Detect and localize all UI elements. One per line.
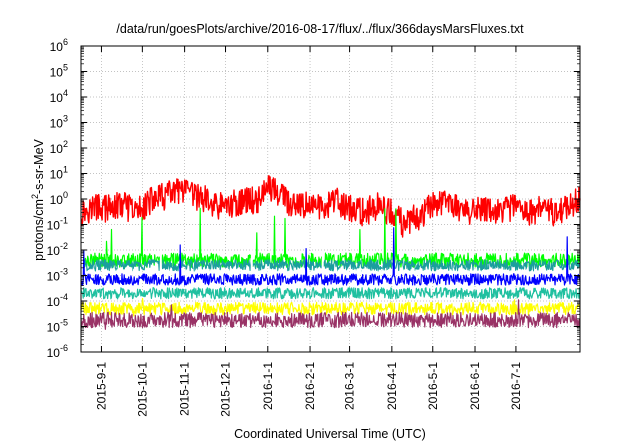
y-tick-label: 103	[50, 114, 68, 131]
x-tick-label: 2016-1-1	[261, 362, 275, 410]
x-tick-label: 2016-4-1	[385, 362, 399, 410]
x-tick-label: 2015-9-1	[94, 362, 108, 410]
x-tick-label: 2016-5-1	[426, 362, 440, 410]
x-tick-label: 2015-11-1	[178, 362, 192, 416]
axis-ticks: 10-6 10-5 10-4 10-3 10-2 10-1 100 101 102 103 104 1…	[47, 37, 580, 417]
x-axis-label: Coordinated Universal Time (UTC)	[234, 427, 426, 441]
y-tick-label: 101	[50, 165, 68, 182]
y-tick-label: 10-4	[47, 292, 68, 309]
y-tick-label: 10-6	[47, 343, 68, 360]
series-line-1	[80, 207, 581, 268]
series-line-2	[80, 259, 581, 272]
series-lines	[80, 175, 581, 330]
x-tick-label: 2016-7-1	[509, 362, 523, 410]
y-tick-label: 102	[50, 139, 68, 156]
x-tick-label: 2016-3-1	[343, 362, 357, 410]
y-tick-label: 104	[50, 88, 68, 105]
series-line-6	[80, 297, 581, 317]
y-axis-label: protons/cm2-s-sr-MeV	[30, 139, 47, 261]
chart-title: /data/run/goesPlots/archive/2016-08-17/f…	[116, 22, 524, 36]
series-line-0	[80, 175, 581, 238]
x-tick-label: 2015-10-1	[135, 362, 149, 417]
y-tick-label: 105	[50, 63, 68, 80]
series-line-7	[80, 299, 581, 330]
y-tick-label: 10-5	[47, 318, 68, 335]
x-tick-label: 2016-2-1	[303, 362, 317, 410]
y-tick-label: 10-2	[47, 241, 68, 258]
y-tick-label: 106	[50, 37, 68, 54]
series-line-5	[80, 287, 581, 300]
y-tick-label: 100	[50, 190, 68, 207]
series-line-4	[80, 227, 581, 286]
y-tick-label: 10-1	[47, 216, 68, 233]
x-tick-label: 2016-6-1	[468, 362, 482, 410]
y-tick-label: 10-3	[47, 267, 68, 284]
x-tick-label: 2015-12-1	[219, 362, 233, 417]
